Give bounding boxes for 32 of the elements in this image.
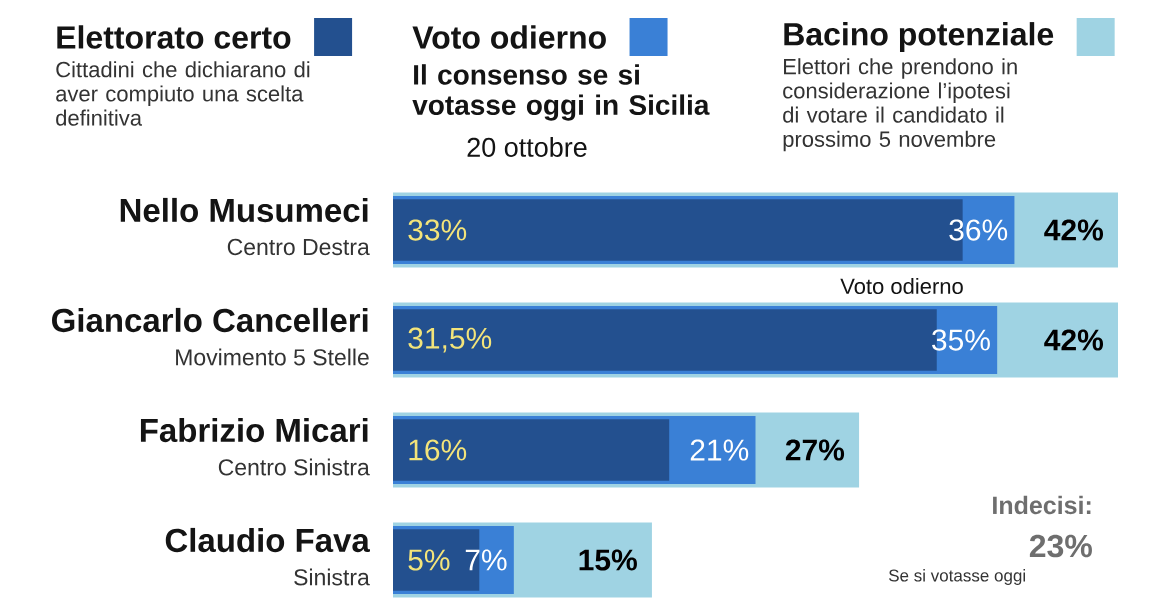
data-label: 27% [785,439,845,461]
data-label: 5% [408,549,450,571]
y-tick-label: Claudio Fava [165,527,370,553]
legend-label: Bacino potenziale [784,22,1054,52]
data-label: 36% [949,219,1008,241]
text: Centro Sinistra [218,458,370,476]
bar [393,419,670,481]
y-tick-label: Nello Musumeci [120,197,368,223]
data-label: 42% [1044,219,1104,241]
data-label: 15% [579,549,637,571]
text: Sinistra [294,568,370,586]
data-label: 31,5% [408,327,492,353]
y-tick-label: Fabrizio Micari [140,417,368,443]
data-label: 7% [465,549,507,571]
data-label: 35% [932,329,990,351]
annotation: 20 ottobre [467,137,587,157]
text: Cittadini che dichiarano di aver compiuto una scelta definitiva [56,61,310,126]
text: Il consenso se si votasse oggi in Sicilia [412,64,710,121]
text: Centro Destra [227,238,370,256]
annotation: 23% [1029,534,1092,558]
text: Movimento 5 Stelle [176,348,369,366]
legend-label: Elettorato certo [57,25,291,49]
annotation: Voto odierno [840,277,963,295]
text: Elettori che prendono in considerazione l’ipotesi di votare il candidato il prossimo 5 novembre [783,58,1017,152]
data-label: 16% [409,439,467,461]
data-label: 42% [1044,329,1104,351]
data-label: 33% [408,219,467,241]
legend-label: Voto odierno [412,25,606,49]
data-label: 21% [690,439,749,461]
annotation: Se si votasse oggi [888,569,1025,585]
annotation: Indecisi: [993,495,1091,515]
y-tick-label: Giancarlo Cancelleri [52,307,368,333]
